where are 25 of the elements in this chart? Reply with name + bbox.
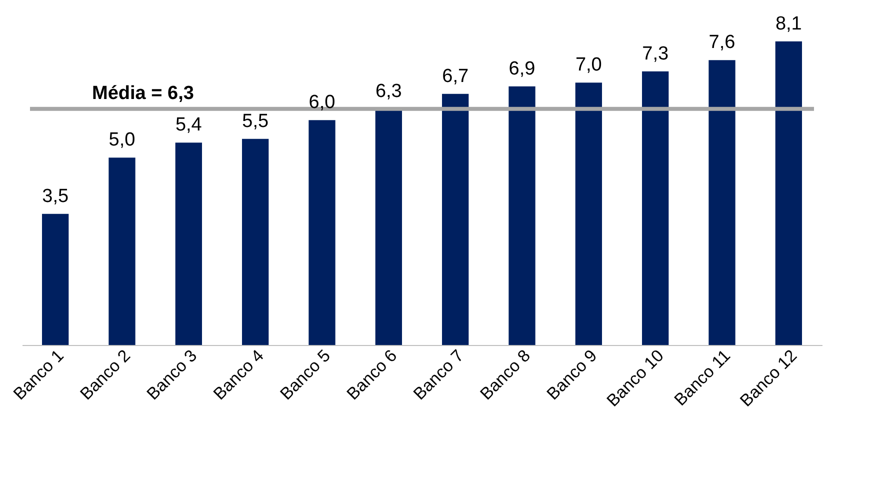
data-label: 7,0: [575, 54, 602, 76]
bar: [508, 86, 536, 345]
data-label: 6,7: [442, 66, 469, 87]
data-label: 6,9: [508, 58, 536, 80]
data-label: 8,1: [775, 13, 802, 34]
data-label: 3,5: [42, 186, 69, 207]
bar: [108, 158, 136, 345]
bar: [242, 138, 269, 345]
data-label: 7,3: [642, 43, 669, 64]
data-label: 5,0: [108, 130, 136, 151]
bar: [708, 60, 736, 345]
bar: [642, 71, 669, 345]
bar: [42, 214, 69, 345]
bar: [575, 82, 602, 345]
data-label: 6,3: [375, 80, 402, 102]
data-label: 5,4: [175, 114, 202, 136]
bar: [308, 120, 336, 345]
bar: [375, 108, 402, 345]
bar: [175, 142, 202, 345]
bar: [442, 94, 469, 345]
bar: [775, 41, 802, 345]
data-label: 5,5: [242, 110, 269, 132]
data-label: 6,0: [308, 92, 336, 114]
ref-line-label: Média = 6,3: [92, 82, 194, 104]
data-label: 7,6: [708, 32, 736, 54]
